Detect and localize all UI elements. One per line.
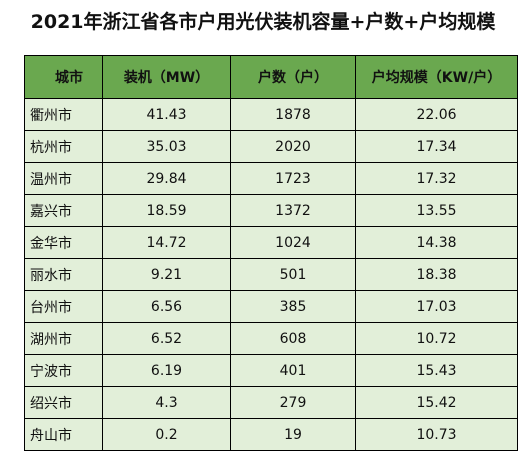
cell-avg-scale: 17.32 (355, 162, 518, 195)
cell-avg-scale: 22.06 (355, 98, 518, 131)
cell-households: 19 (230, 418, 356, 451)
cell-capacity: 29.84 (102, 162, 231, 195)
table-row: 嘉兴市 18.59 1372 13.55 (24, 194, 518, 227)
cell-city: 舟山市 (24, 418, 103, 451)
page-title: 2021年浙江省各市户用光伏装机容量+户数+户均规模 (30, 11, 496, 33)
table-row: 宁波市 6.19 401 15.43 (24, 354, 518, 387)
column-header-avg-scale: 户均规模（KW/户） (355, 55, 518, 99)
table-row: 绍兴市 4.3 279 15.42 (24, 386, 518, 419)
cell-avg-scale: 17.34 (355, 130, 518, 163)
cell-capacity: 9.21 (102, 258, 231, 291)
cell-city: 台州市 (24, 290, 103, 323)
cell-capacity: 6.56 (102, 290, 231, 323)
cell-households: 1723 (230, 162, 356, 195)
table-row: 湖州市 6.52 608 10.72 (24, 322, 518, 355)
cell-capacity: 41.43 (102, 98, 231, 131)
cell-city: 丽水市 (24, 258, 103, 291)
cell-avg-scale: 18.38 (355, 258, 518, 291)
cell-capacity: 6.52 (102, 322, 231, 355)
cell-city: 杭州市 (24, 130, 103, 163)
cell-households: 385 (230, 290, 356, 323)
cell-avg-scale: 10.73 (355, 418, 518, 451)
table-row: 舟山市 0.2 19 10.73 (24, 418, 518, 451)
pv-capacity-table: 城市 装机（MW） 户数（户） 户均规模（KW/户） 衢州市 41.43 1878 2… (24, 55, 518, 451)
cell-households: 1024 (230, 226, 356, 259)
column-header-households: 户数（户） (230, 55, 356, 99)
table-row: 杭州市 35.03 2020 17.34 (24, 130, 518, 163)
table-row: 台州市 6.56 385 17.03 (24, 290, 518, 323)
cell-households: 501 (230, 258, 356, 291)
cell-capacity: 35.03 (102, 130, 231, 163)
cell-avg-scale: 13.55 (355, 194, 518, 227)
cell-avg-scale: 15.42 (355, 386, 518, 419)
cell-city: 宁波市 (24, 354, 103, 387)
cell-capacity: 6.19 (102, 354, 231, 387)
column-header-city: 城市 (24, 55, 103, 99)
table-body: 衢州市 41.43 1878 22.06 杭州市 35.03 2020 17.34 温州市 29.… (24, 98, 518, 451)
cell-city: 温州市 (24, 162, 103, 195)
cell-city: 湖州市 (24, 322, 103, 355)
cell-avg-scale: 10.72 (355, 322, 518, 355)
cell-capacity: 0.2 (102, 418, 231, 451)
cell-city: 金华市 (24, 226, 103, 259)
cell-households: 608 (230, 322, 356, 355)
table-row: 温州市 29.84 1723 17.32 (24, 162, 518, 195)
table-header-row: 城市 装机（MW） 户数（户） 户均规模（KW/户） (24, 55, 518, 99)
table-row: 丽水市 9.21 501 18.38 (24, 258, 518, 291)
table-row: 衢州市 41.43 1878 22.06 (24, 98, 518, 131)
cell-households: 1372 (230, 194, 356, 227)
cell-city: 衢州市 (24, 98, 103, 131)
cell-households: 279 (230, 386, 356, 419)
cell-city: 嘉兴市 (24, 194, 103, 227)
cell-avg-scale: 14.38 (355, 226, 518, 259)
column-header-capacity: 装机（MW） (102, 55, 231, 99)
cell-avg-scale: 15.43 (355, 354, 518, 387)
cell-city: 绍兴市 (24, 386, 103, 419)
cell-households: 401 (230, 354, 356, 387)
cell-avg-scale: 17.03 (355, 290, 518, 323)
cell-households: 1878 (230, 98, 356, 131)
table-row: 金华市 14.72 1024 14.38 (24, 226, 518, 259)
cell-capacity: 14.72 (102, 226, 231, 259)
cell-capacity: 18.59 (102, 194, 231, 227)
cell-households: 2020 (230, 130, 356, 163)
cell-capacity: 4.3 (102, 386, 231, 419)
